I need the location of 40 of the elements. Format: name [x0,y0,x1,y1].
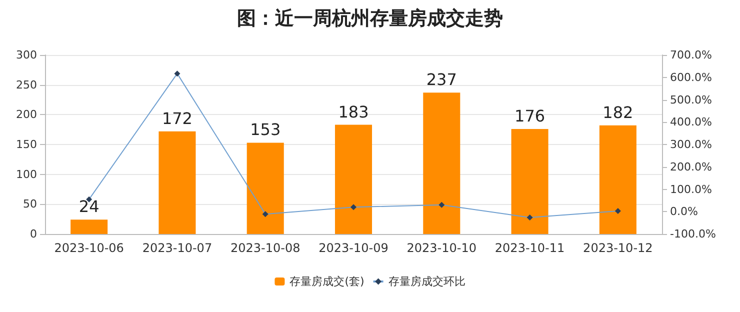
x-tick-label: 2023-10-07 [142,241,212,255]
y-tick-label: 250 [16,78,37,92]
data-label: 182 [602,102,634,122]
y-tick-label: 50 [23,198,37,211]
bar [70,220,108,234]
legend-label: 存量房成交(套) [290,275,364,288]
y-tick-label: 200 [16,108,37,122]
bar [246,142,284,234]
y2-tick-label: 300.0% [670,138,712,151]
data-label: 153 [250,120,281,140]
chart-title: 图：近一周杭州存量房成交走势 [237,8,503,30]
bar [158,131,196,234]
y2-tick-label: 600.0% [670,70,712,84]
data-label: 176 [514,106,546,126]
legend-label: 存量房成交环比 [388,275,466,288]
bar [511,128,548,234]
data-label: 183 [338,102,369,122]
y2-tick-label: 100.0% [670,182,712,196]
y-tick-label: 0 [30,228,37,240]
data-label: 237 [426,70,457,90]
y-tick-label: 150 [16,138,37,151]
x-tick-label: 2023-10-11 [494,241,565,255]
y2-tick-label: 700.0% [670,48,712,62]
data-label: 172 [162,108,192,128]
y-tick-label: 300 [16,48,37,62]
y2-tick-label: 0.0% [670,205,698,218]
y2-tick-label: 400.0% [670,116,712,129]
y2-tick-label: 500.0% [670,93,712,106]
x-tick-label: 2023-10-09 [318,241,388,255]
bar [599,125,636,234]
data-label: 24 [78,197,100,216]
x-tick-label: 2023-10-10 [406,241,477,255]
y-tick-label: 100 [16,168,37,181]
x-tick-label: 2023-10-06 [54,241,124,255]
x-tick-label: 2023-10-12 [583,241,653,255]
y2-tick-label: 200.0% [670,160,712,174]
bar [334,124,372,234]
x-tick-label: 2023-10-08 [230,241,300,255]
y2-tick-label: -100.0% [670,228,716,240]
bar [423,92,460,234]
